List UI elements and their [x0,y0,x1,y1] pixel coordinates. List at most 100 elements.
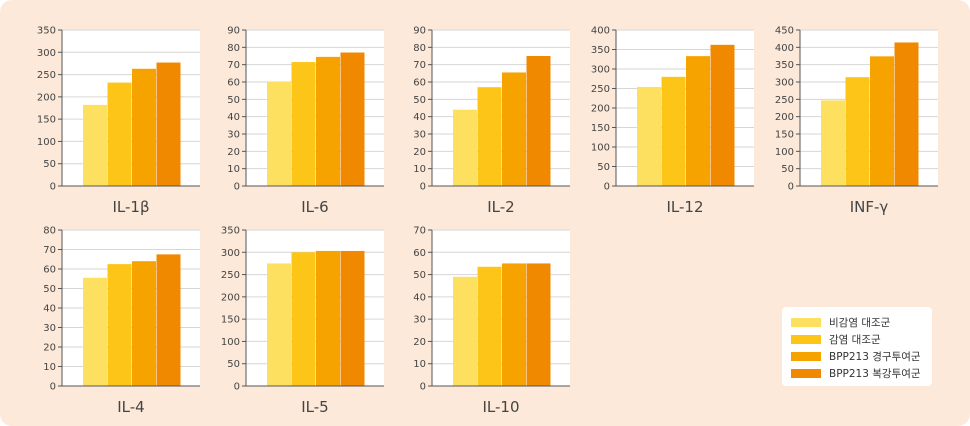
y-tick-label: 0 [604,182,610,193]
x-axis-label: IL-10 [482,398,519,416]
bar-1 [821,100,845,186]
legend-swatch [791,368,821,378]
y-tick-label: 150 [221,315,240,326]
y-tick-label: 200 [775,112,794,123]
y-tick-label: 50 [227,359,240,370]
y-tick-label: 60 [413,78,426,89]
bar-1 [453,109,477,186]
bar-3 [132,68,156,186]
bar-2 [661,76,686,186]
bar-4 [526,263,551,386]
chart-4: 0 50 100 150 200 250 300 350 400 IL-12 [591,26,754,216]
y-tick-label: 20 [227,147,240,158]
y-tick-label: 150 [37,115,56,126]
x-axis-label: IL-5 [301,398,328,416]
y-tick-label: 300 [775,78,794,89]
y-tick-label: 0 [420,182,426,193]
bar-3 [132,261,156,386]
y-tick-label: 40 [43,304,56,315]
y-tick-label: 400 [775,43,794,54]
y-tick-label: 100 [775,147,794,158]
bar-4 [340,250,365,386]
x-axis-label: IL-2 [487,198,514,216]
bar-3 [870,56,894,187]
chart-2: 0 10 20 30 40 50 60 70 80 90 IL-6 [227,26,384,216]
y-tick-label: 300 [591,65,610,76]
x-axis-label: INF-γ [850,198,889,216]
y-tick-label: 70 [413,226,426,237]
y-tick-label: 200 [221,292,240,303]
y-tick-label: 50 [413,270,426,281]
y-tick-label: 0 [234,382,240,393]
bar-4 [156,62,181,187]
bar-2 [477,87,502,186]
y-tick-label: 50 [43,159,56,170]
y-tick-label: 350 [591,45,610,56]
bar-4 [526,56,551,186]
bar-1 [83,277,107,386]
y-tick-label: 300 [221,248,240,259]
legend-item-uninfected-control: 비감염 대조군 [791,315,890,329]
x-axis-label: IL-6 [301,198,328,216]
bar-2 [291,252,316,386]
y-tick-label: 20 [413,147,426,158]
y-tick-label: 40 [413,112,426,123]
y-tick-label: 0 [788,182,794,193]
y-tick-label: 250 [221,270,240,281]
y-tick-label: 10 [413,164,426,175]
y-tick-label: 350 [775,60,794,71]
y-tick-label: 50 [413,95,426,106]
y-tick-label: 200 [37,92,56,103]
bar-4 [710,44,735,186]
y-tick-label: 350 [37,26,56,37]
bar-4 [340,52,365,187]
legend-label: 감염 대조군 [829,333,881,346]
bar-1 [637,86,661,186]
y-tick-label: 0 [50,382,56,393]
bar-3 [502,72,526,186]
chart-8: 0 10 20 30 40 50 60 70 IL-10 [413,226,570,416]
y-tick-label: 70 [413,60,426,71]
y-tick-label: 30 [227,130,240,141]
y-tick-label: 70 [43,245,56,256]
y-tick-label: 150 [775,130,794,141]
bar-3 [686,56,710,186]
chart-5: 0 50 100 150 200 250 300 350 400 450 INF-γ [775,26,938,216]
bar-2 [291,62,316,186]
y-tick-label: 70 [227,60,240,71]
legend-swatch [791,317,821,327]
y-tick-label: 50 [781,164,794,175]
y-tick-label: 60 [413,248,426,259]
y-tick-label: 250 [775,95,794,106]
y-tick-label: 250 [591,84,610,95]
legend-swatch [791,351,821,361]
legend-label: BPP213 복강투여군 [829,367,921,380]
x-axis-label: IL-1β [112,198,149,216]
y-tick-label: 50 [227,95,240,106]
y-tick-label: 30 [43,323,56,334]
y-tick-label: 250 [37,70,56,81]
bar-2 [477,266,502,386]
bar-2 [107,82,132,186]
y-tick-label: 100 [591,143,610,154]
y-tick-label: 90 [413,26,426,37]
y-tick-label: 10 [43,362,56,373]
y-tick-label: 60 [227,78,240,89]
y-tick-label: 450 [775,26,794,37]
y-tick-label: 50 [597,162,610,173]
y-tick-label: 50 [43,284,56,295]
y-tick-label: 0 [50,182,56,193]
y-tick-label: 10 [413,359,426,370]
bar-1 [267,82,291,186]
y-tick-label: 90 [227,26,240,37]
y-tick-label: 20 [413,337,426,348]
legend-label: 비감염 대조군 [829,316,891,329]
chart-1: 0 50 100 150 200 250 300 350 IL-1β [37,26,200,216]
chart-3: 0 10 20 30 40 50 60 70 80 90 IL-2 [413,26,570,216]
bar-3 [316,250,340,386]
y-tick-label: 400 [591,26,610,37]
bar-2 [845,77,870,186]
x-axis-label: IL-12 [666,198,703,216]
